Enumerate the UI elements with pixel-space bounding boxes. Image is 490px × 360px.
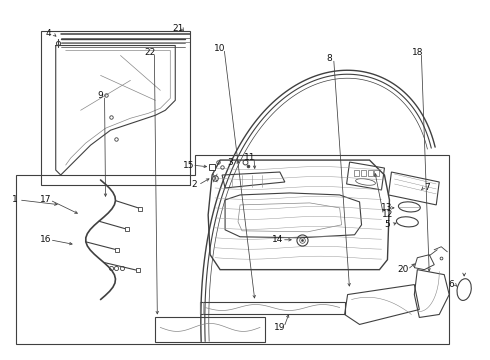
- Bar: [155, 318, 265, 342]
- Text: 5: 5: [385, 220, 391, 229]
- Text: 3: 3: [227, 158, 233, 167]
- Text: 17: 17: [40, 195, 51, 204]
- Text: 12: 12: [382, 210, 393, 219]
- Bar: [361, 170, 366, 176]
- Text: 6: 6: [448, 280, 454, 289]
- Bar: [368, 170, 372, 176]
- Text: 9: 9: [98, 91, 103, 100]
- Text: 4: 4: [46, 29, 51, 38]
- Text: 18: 18: [412, 48, 423, 57]
- Text: 13: 13: [381, 203, 392, 212]
- Text: 2: 2: [192, 180, 197, 189]
- Text: 21: 21: [172, 24, 184, 33]
- Text: 8: 8: [327, 54, 333, 63]
- Bar: [354, 170, 359, 176]
- Text: 10: 10: [214, 44, 226, 53]
- Text: 22: 22: [145, 48, 156, 57]
- Text: 15: 15: [182, 161, 194, 170]
- Text: 11: 11: [244, 153, 256, 162]
- Bar: [374, 170, 379, 176]
- Text: 14: 14: [272, 235, 284, 244]
- Text: 7: 7: [424, 184, 430, 193]
- Text: 19: 19: [274, 323, 286, 332]
- Text: 20: 20: [398, 265, 409, 274]
- Text: 1: 1: [12, 195, 18, 204]
- Text: 16: 16: [40, 235, 51, 244]
